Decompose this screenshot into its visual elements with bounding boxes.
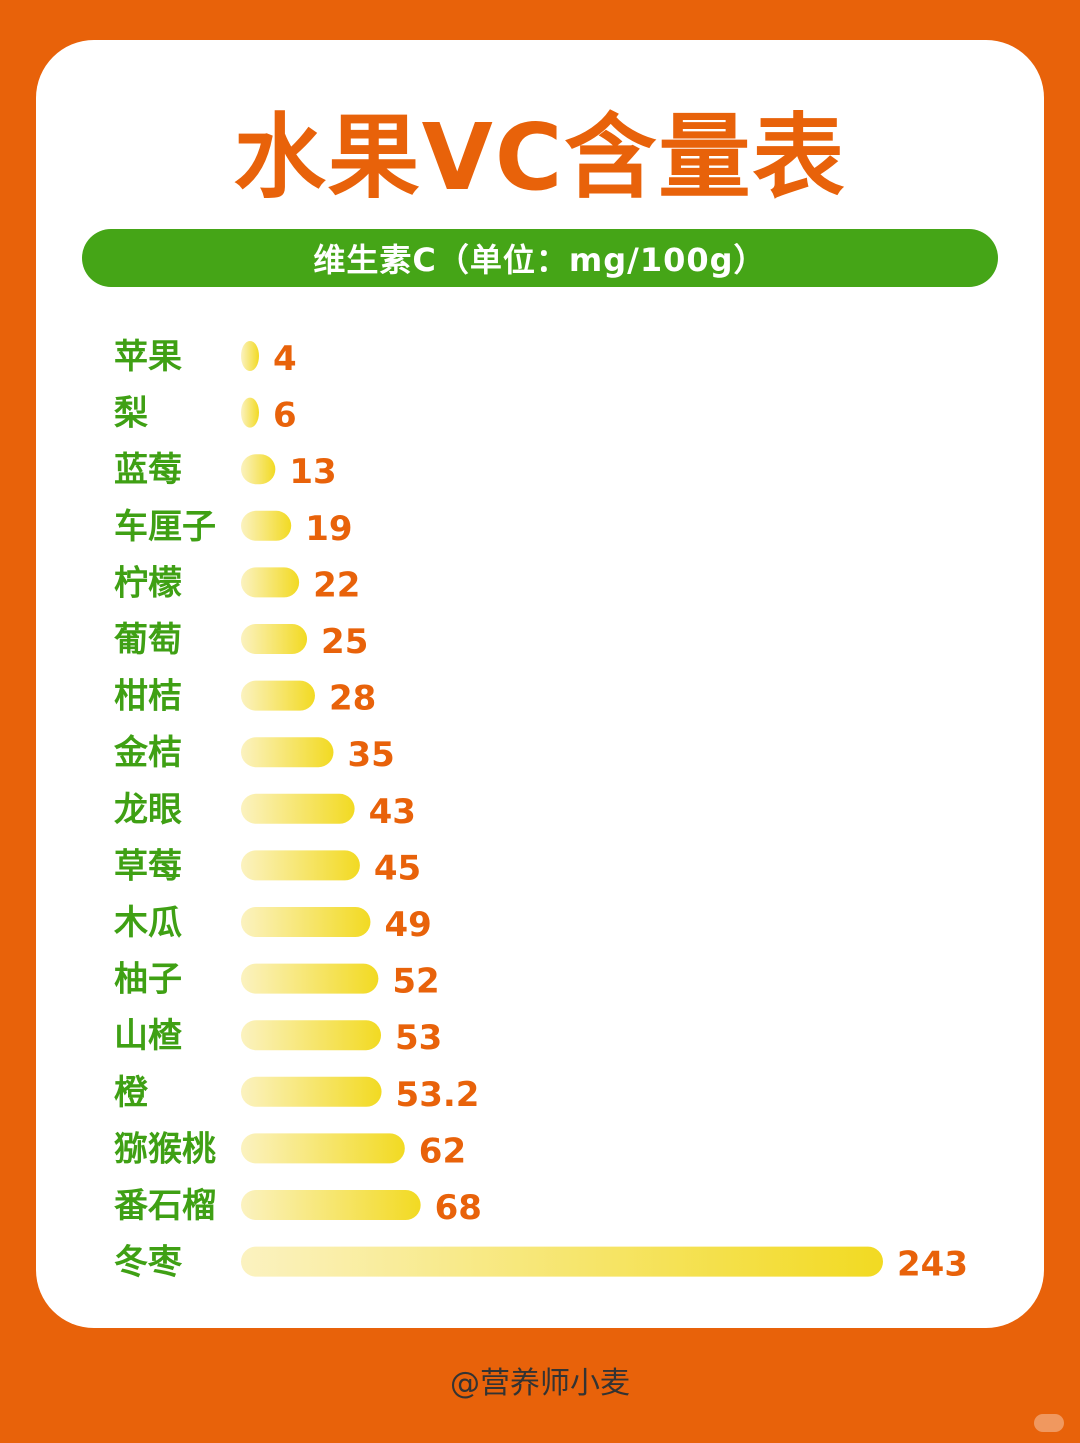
value-label: 243 — [897, 1245, 968, 1285]
category-label: 苹果 — [114, 337, 182, 377]
category-label: 梨 — [114, 394, 148, 434]
category-label: 蓝莓 — [114, 450, 182, 490]
chart-subtitle: 维生素C（单位：mg/100g） — [313, 241, 767, 279]
category-label: 金桔 — [113, 733, 182, 773]
bar-16 — [241, 1246, 883, 1277]
value-label: 53.2 — [396, 1075, 480, 1115]
bar-10 — [241, 907, 371, 937]
category-label: 木瓜 — [113, 903, 182, 943]
bar-1 — [241, 397, 259, 428]
bar-14 — [241, 1133, 405, 1164]
category-label: 葡萄 — [114, 620, 182, 660]
value-label: 53 — [395, 1018, 442, 1058]
bar-3 — [241, 510, 292, 541]
bar-13 — [241, 1076, 382, 1107]
value-label: 45 — [374, 848, 421, 888]
bar-9 — [241, 850, 360, 881]
category-label: 龙眼 — [114, 790, 182, 830]
bar-4 — [241, 567, 300, 598]
value-label: 4 — [273, 339, 297, 379]
category-label: 柠檬 — [114, 563, 182, 603]
value-label: 28 — [329, 679, 376, 719]
value-label: 22 — [313, 565, 360, 605]
category-label: 橙 — [114, 1073, 149, 1113]
bar-15 — [241, 1190, 421, 1220]
author-credit: @营养师小麦 — [450, 1366, 630, 1401]
watermark-badge — [1034, 1414, 1064, 1432]
bar-5 — [241, 624, 308, 654]
category-label: 柚子 — [114, 960, 182, 1000]
bar-11 — [241, 963, 379, 994]
bar-0 — [241, 341, 259, 371]
value-label: 52 — [392, 962, 439, 1002]
bar-7 — [241, 737, 334, 768]
subtitle-banner: 维生素C（单位：mg/100g） — [82, 229, 998, 287]
value-label: 62 — [419, 1131, 466, 1171]
category-label: 草莓 — [114, 846, 182, 886]
value-label: 43 — [369, 792, 416, 832]
category-label: 猕猴桃 — [114, 1129, 216, 1169]
value-label: 19 — [305, 509, 352, 549]
category-label: 冬枣 — [114, 1243, 183, 1283]
value-label: 49 — [384, 905, 431, 945]
category-label: 柑桔 — [114, 677, 182, 717]
value-label: 68 — [435, 1188, 482, 1228]
bar-2 — [241, 454, 276, 485]
category-label: 番石榴 — [114, 1186, 216, 1226]
bar-8 — [241, 793, 355, 824]
value-label: 13 — [289, 452, 336, 492]
bar-12 — [241, 1020, 382, 1051]
value-label: 6 — [273, 396, 297, 436]
category-label: 车厘子 — [114, 507, 216, 547]
chart-title: 水果VC含量表 — [233, 104, 847, 211]
value-label: 25 — [321, 622, 368, 662]
bar-6 — [241, 680, 315, 711]
value-label: 35 — [347, 735, 394, 775]
category-label: 山楂 — [114, 1016, 182, 1056]
